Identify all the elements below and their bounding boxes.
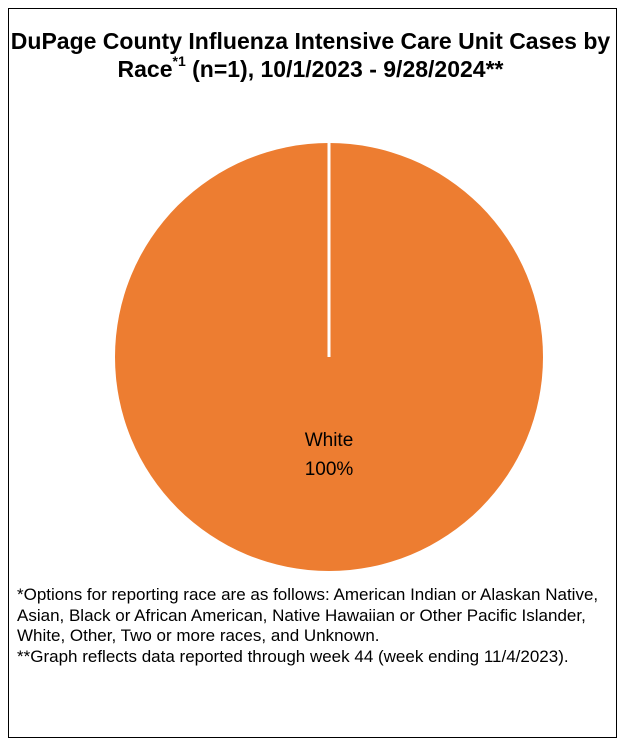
chart-title-rest: (n=1), 10/1/2023 - 9/28/2024** xyxy=(185,56,504,82)
slice-label-white: White xyxy=(305,430,354,451)
chart-title-main: DuPage County Influenza Intensive Care U… xyxy=(10,28,611,82)
slice-percent-white: 100% xyxy=(305,459,354,480)
footnotes: *Options for reporting race are as follo… xyxy=(17,585,612,667)
chart-title-superscript: *1 xyxy=(172,53,186,70)
footnote-week: **Graph reflects data reported through w… xyxy=(17,646,569,666)
footnote-race-options: *Options for reporting race are as follo… xyxy=(17,585,599,645)
chart-title: DuPage County Influenza Intensive Care U… xyxy=(0,27,621,83)
